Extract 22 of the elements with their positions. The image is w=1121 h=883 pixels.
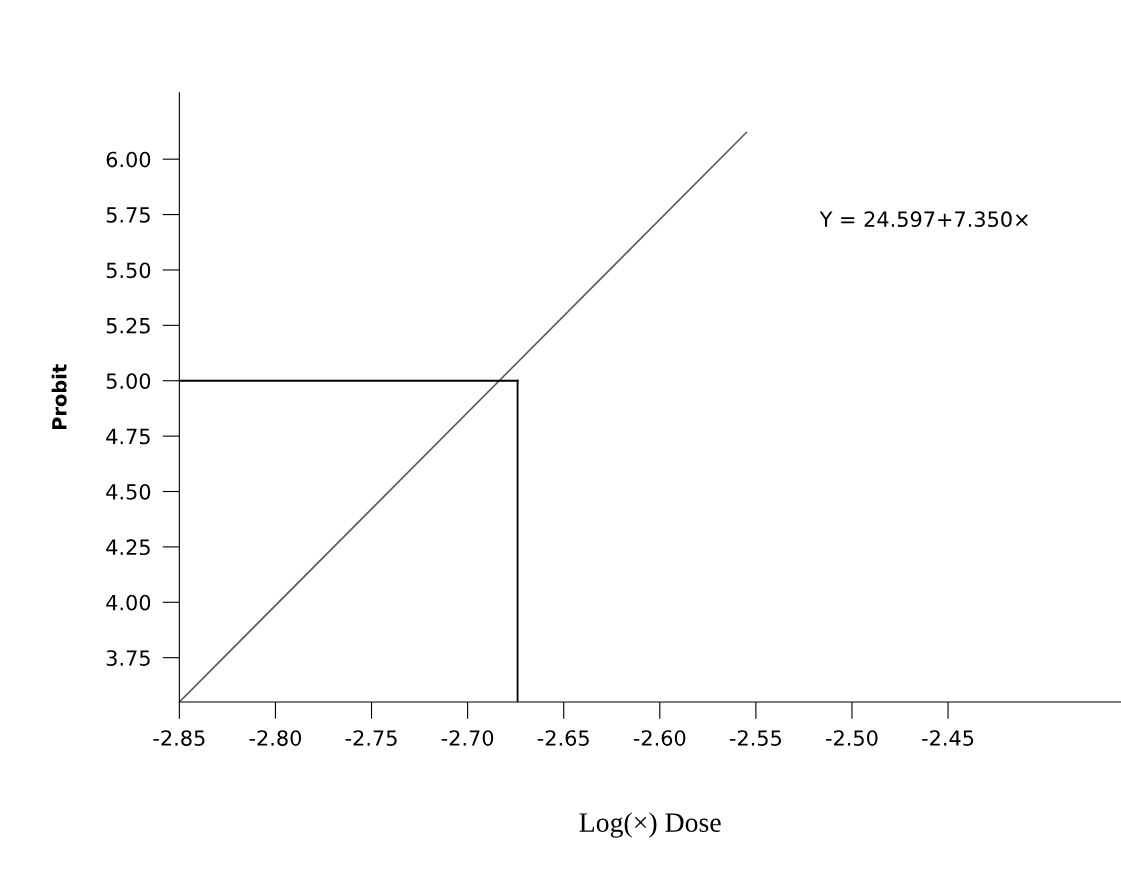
y-tick-label: 5.50	[106, 262, 151, 279]
x-tick-label: -2.55	[729, 730, 782, 746]
x-axis-title: Log(×) Dose	[579, 812, 721, 838]
x-tick-label: -2.85	[153, 730, 205, 746]
y-tick-label: 4.25	[106, 539, 150, 556]
y-tick-label: 4.00	[106, 594, 151, 611]
x-tick-label: -2.70	[441, 730, 494, 746]
y-tick-label: 4.50	[106, 483, 151, 500]
x-tick-label: -2.75	[345, 730, 397, 746]
y-tick-label: 3.75	[106, 650, 150, 666]
y-tick-label: 4.75	[106, 428, 150, 445]
y-tick-label: 5.00	[106, 373, 151, 389]
y-tick-label: 5.25	[106, 317, 150, 334]
y-tick-label: 5.75	[106, 207, 150, 223]
y-tick-label: 6.00	[106, 151, 151, 168]
y-axis-title: Probit	[51, 364, 67, 430]
x-tick-label: -2.45	[922, 730, 974, 746]
x-tick-label: -2.50	[826, 730, 878, 746]
x-tick-label: -2.65	[537, 730, 589, 746]
x-tick-label: -2.60	[633, 730, 686, 746]
annotation: Y = 24.597+7.350×	[819, 211, 1028, 228]
x-tick-label: -2.80	[249, 730, 302, 746]
